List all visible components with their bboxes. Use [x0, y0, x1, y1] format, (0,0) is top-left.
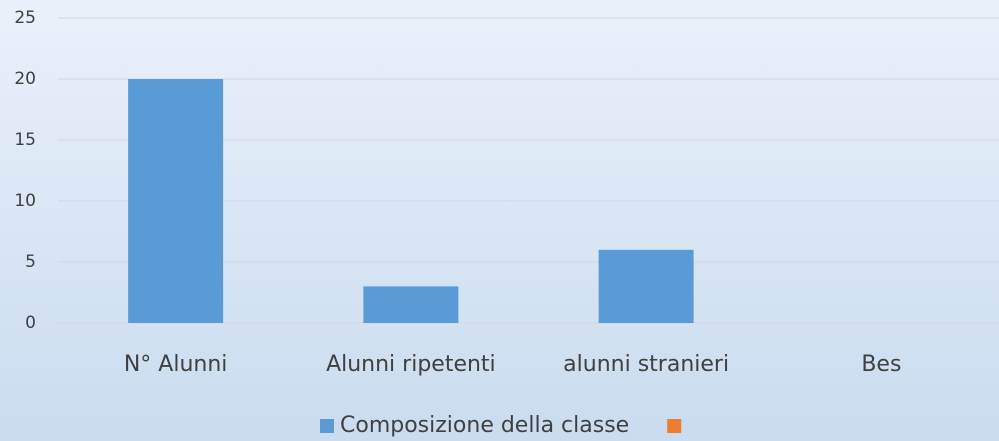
y-tick-label: 5 [25, 252, 36, 272]
bar [363, 286, 459, 323]
x-tick-label: alunni stranieri [563, 352, 729, 377]
legend-label: Composizione della classe [340, 413, 629, 438]
y-tick-label: 20 [14, 69, 36, 89]
y-tick-label: 15 [14, 130, 36, 150]
bar [598, 249, 694, 323]
x-tick-label: Alunni ripetenti [326, 352, 496, 377]
legend-swatch [320, 419, 334, 433]
bar [128, 79, 224, 323]
y-tick-label: 25 [14, 8, 36, 28]
y-tick-label: 0 [25, 313, 36, 333]
y-tick-label: 10 [14, 191, 36, 211]
x-tick-label: N° Alunni [124, 352, 228, 377]
x-tick-label: Bes [861, 352, 901, 377]
legend-swatch [667, 419, 682, 433]
